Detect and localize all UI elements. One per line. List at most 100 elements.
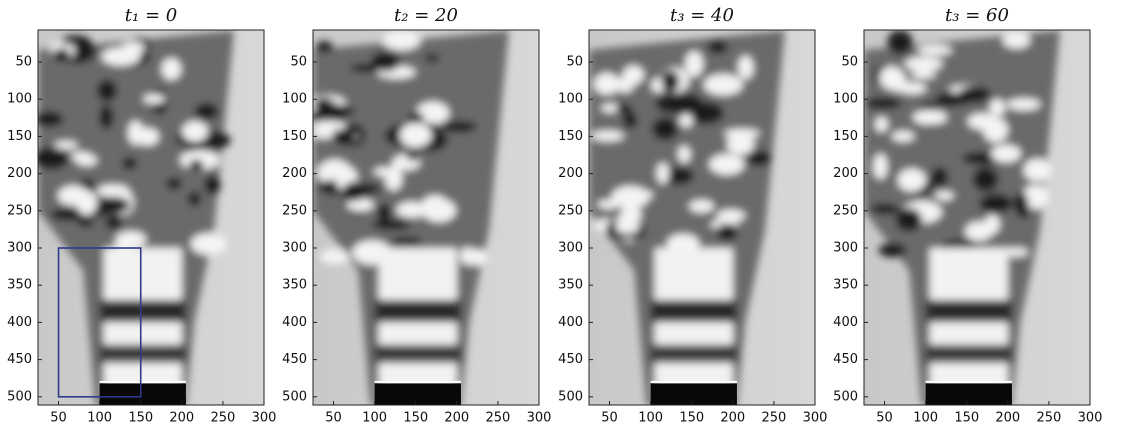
plume-eddy	[979, 193, 1013, 214]
plume-eddy	[658, 130, 676, 140]
y-tick-label: 150	[558, 129, 583, 144]
plume	[589, 30, 785, 405]
y-tick-label: 100	[833, 92, 858, 107]
jet-band	[650, 300, 737, 323]
plume-eddy	[166, 177, 182, 190]
plume-eddy	[313, 97, 335, 112]
jet-band	[925, 344, 1012, 363]
plume-eddy	[622, 190, 654, 199]
plume-eddy	[406, 151, 419, 161]
y-tick-label: 200	[7, 166, 32, 181]
axes-box	[863, 29, 1091, 406]
plume-eddy	[76, 190, 97, 215]
plume-eddy	[190, 233, 227, 255]
y-tick-label: 100	[7, 92, 32, 107]
plume-eddy	[1023, 158, 1052, 182]
jet-band	[925, 300, 1012, 323]
y-tick-label: 350	[833, 278, 858, 293]
x-tick-label: 250	[210, 411, 235, 426]
plume-eddy	[874, 116, 888, 132]
x-tick-label: 100	[638, 411, 663, 426]
plume-eddy	[407, 112, 425, 123]
x-tick-label: 300	[252, 411, 277, 426]
plume-eddy	[53, 48, 71, 62]
x-tick-label: 250	[1036, 411, 1061, 426]
plume-eddy	[716, 209, 746, 222]
y-tick-label: 400	[282, 315, 307, 330]
plume-eddy	[618, 83, 633, 93]
y-tick-label: 50	[566, 54, 583, 69]
x-tick-label: 200	[169, 411, 194, 426]
plume-eddy	[99, 104, 114, 130]
plume-eddy	[679, 113, 693, 128]
jet-core	[103, 248, 182, 397]
plume-eddy	[115, 231, 147, 248]
y-tick-label: 450	[282, 352, 307, 367]
plume-eddy	[105, 215, 123, 230]
plume-eddy	[703, 74, 743, 96]
plume-eddy	[910, 70, 936, 79]
plume-eddy	[622, 111, 638, 129]
x-tick-label: 200	[444, 411, 469, 426]
axes-box	[588, 29, 816, 406]
panel: t₃ = 60 50 100 150 200 250 300 50 100 150 200 250 30…	[833, 5, 1102, 426]
panel-title: t₁ = 0	[125, 5, 177, 26]
plume-eddy	[50, 208, 88, 221]
plume-eddy	[616, 103, 632, 114]
jet-core	[378, 248, 457, 397]
plume-eddy	[121, 42, 145, 54]
y-tick-label: 200	[282, 166, 307, 181]
y-tick-label: 300	[282, 241, 307, 256]
plume-eddy	[349, 63, 382, 73]
plume-eddy	[342, 181, 365, 202]
plume-eddy	[421, 195, 448, 215]
plume-eddy	[958, 86, 991, 103]
y-tick-label: 500	[7, 389, 32, 404]
axes-box	[312, 29, 540, 406]
plume	[864, 30, 1060, 405]
plume-eddy	[746, 150, 772, 166]
plume-eddy	[935, 191, 954, 201]
plume-eddy	[593, 72, 620, 95]
plume-eddy	[189, 159, 204, 171]
panel: t₃ = 40 50 100 150 200 250 300 50 100 150 200 250 30…	[558, 5, 827, 426]
plume-eddy	[399, 123, 432, 148]
plume-eddy	[182, 121, 209, 142]
y-tick-label: 400	[558, 315, 583, 330]
plume-eddy	[904, 56, 943, 71]
plume-eddy	[664, 167, 694, 185]
y-tick-label: 150	[7, 129, 32, 144]
x-tick-label: 100	[362, 411, 387, 426]
plume-eddy	[38, 146, 70, 170]
panel-title: t₃ = 40	[670, 5, 734, 26]
nozzle	[374, 383, 461, 405]
plume-eddy	[726, 134, 755, 155]
y-tick-label: 300	[7, 241, 32, 256]
plume-eddy	[864, 97, 902, 110]
plume-eddy	[983, 117, 1008, 143]
y-tick-label: 50	[15, 54, 32, 69]
x-tick-label: 150	[128, 411, 153, 426]
y-tick-label: 150	[833, 129, 858, 144]
plume-eddy	[1022, 184, 1049, 209]
plume-eddy	[1006, 98, 1041, 111]
plume-eddy	[70, 151, 92, 161]
jet-band	[374, 300, 461, 323]
y-tick-label: 350	[7, 278, 32, 293]
panel-title: t₂ = 20	[394, 5, 458, 26]
plume-eddy	[54, 141, 78, 150]
plume-eddy	[127, 120, 144, 145]
plume-eddy	[161, 58, 182, 80]
x-tick-label: 50	[601, 411, 618, 426]
y-tick-label: 200	[558, 166, 583, 181]
plume-eddy	[313, 120, 347, 131]
y-tick-label: 200	[833, 166, 858, 181]
plume-eddy	[390, 237, 423, 246]
panel: t₂ = 20 50 100 150 200 250 300 50 100 150 200 250 30…	[282, 5, 551, 426]
plume-eddy	[313, 129, 337, 139]
plume-eddy	[891, 131, 915, 142]
x-tick-label: 300	[803, 411, 828, 426]
plume-eddy	[424, 54, 440, 63]
plume-eddy	[688, 200, 715, 213]
